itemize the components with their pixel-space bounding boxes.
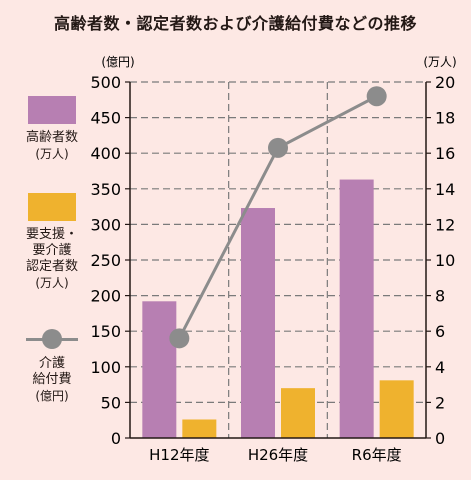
legend-benefits: 介護 給付費 (億円) [12,328,92,404]
bar-certified [379,380,414,438]
bar-certified [182,419,217,438]
bar-elderly [241,208,275,438]
legend-benefits-line-1: 介護 [38,356,65,371]
benefits-point [169,328,190,349]
left-tick-label: 200 [90,287,121,306]
left-axis-unit-label: (億円) [101,55,134,69]
legend-elderly: 高齢者数 (万人) [12,96,92,162]
category-label: R6年度 [352,446,402,464]
left-tick-label: 400 [90,144,121,163]
right-axis-unit-label: (万人) [423,55,456,69]
legend-certified-line-4: (万人) [35,276,69,290]
left-tick-label: 150 [90,322,121,341]
left-tick-label: 0 [111,429,121,448]
left-tick-label: 450 [90,109,121,128]
legend-certified: 要支援・ 要介護 認定者数 (万人) [12,193,92,291]
right-tick-label: 6 [435,322,445,341]
right-tick-label: 8 [435,287,445,306]
bar-elderly [142,301,177,438]
right-tick-label: 4 [435,358,445,377]
left-tick-label: 300 [90,215,121,234]
right-tick-label: 18 [435,109,455,128]
left-tick-label: 250 [90,251,121,270]
legend-benefits-line-3: (億円) [35,389,69,403]
bar-certified [281,388,315,438]
chart-title: 高齢者数・認定者数および介護給付費などの推移 [53,14,417,33]
category-label: H12年度 [149,446,209,464]
legend-gray-line-dot-icon [26,328,78,350]
right-tick-label: 0 [435,429,445,448]
right-tick-label: 10 [435,251,455,270]
legend-yellow-swatch-icon [28,193,76,221]
left-tick-label: 350 [90,180,121,199]
left-tick-label: 100 [90,358,121,377]
right-tick-label: 12 [435,215,455,234]
legend-benefits-line-2: 給付費 [32,372,72,387]
right-tick-label: 20 [435,73,455,92]
legend-certified-line-3: 認定者数 [25,259,78,274]
left-tick-label: 50 [101,393,121,412]
right-tick-label: 14 [435,180,455,199]
left-tick-label: 500 [90,73,121,92]
benefits-point [366,86,387,107]
bar-elderly [339,179,374,438]
legend-certified-line-1: 要支援・ [25,227,78,242]
legend-certified-line-2: 要介護 [32,243,72,258]
category-label: H26年度 [248,446,308,464]
right-tick-label: 16 [435,144,455,163]
benefits-point [268,137,288,158]
legend-elderly-line-1: 高齢者数 [25,130,78,145]
right-tick-label: 2 [435,393,445,412]
legend-elderly-line-2: (万人) [35,147,69,161]
legend-purple-swatch-icon [28,96,76,124]
